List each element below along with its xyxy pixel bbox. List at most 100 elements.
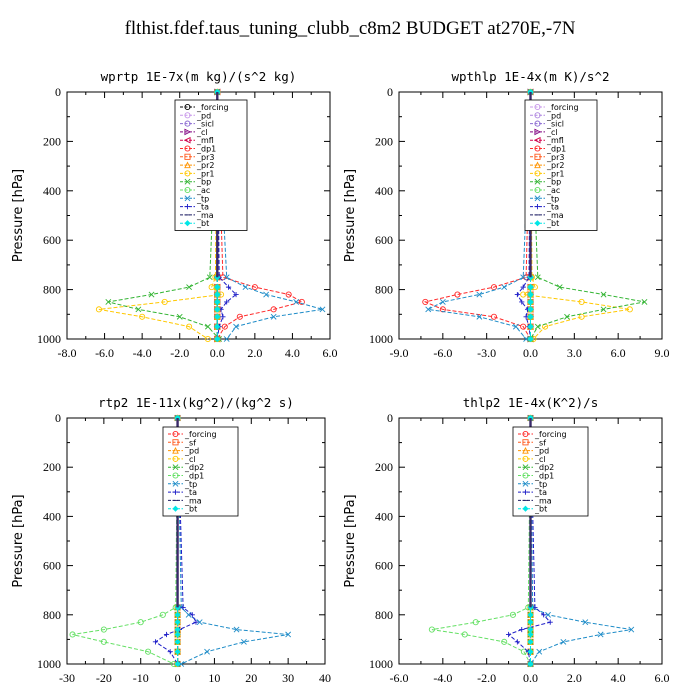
legend-marker-bp <box>184 178 191 185</box>
data-point <box>137 619 144 626</box>
legend-marker-bt <box>522 505 529 512</box>
data-point <box>152 639 159 645</box>
legend-marker-cl <box>172 455 179 462</box>
legend-label-pr1: _pr1 <box>196 169 214 178</box>
legend-marker-forcing <box>172 430 179 438</box>
legend: _forcing_pd_sicl_cl_mfl_dp1_pr3_pr2_pr1_… <box>524 99 598 231</box>
legend: _forcing_sf_pd_cl_dp2_dp1_tp_ta_ma_bt <box>162 426 239 517</box>
series-markers-tp <box>425 89 534 342</box>
series-line-dp1 <box>423 91 531 340</box>
panel-title: wpthlp 1E-4x(m K)/s^2 <box>451 69 609 84</box>
y-tick-label: 1000 <box>37 332 61 346</box>
legend-label-forcing: _forcing <box>534 430 567 439</box>
data-point <box>214 298 221 305</box>
legend-marker-sicl <box>534 120 541 127</box>
legend-marker-pr1 <box>534 170 541 177</box>
series-line-ta <box>516 91 531 340</box>
x-tick-label: -9.0 <box>390 346 409 360</box>
data-point <box>527 604 534 611</box>
data-point <box>186 284 193 291</box>
data-point <box>501 284 508 291</box>
legend-marker-ta <box>534 204 541 210</box>
legend-marker-dp1 <box>184 145 191 152</box>
legend: _forcing_sf_pd_cl_dp2_dp1_tp_ta_ma_bt <box>512 426 589 517</box>
legend-label-pd: _pd <box>184 447 199 456</box>
data-point <box>233 291 239 298</box>
data-point <box>422 298 429 305</box>
data-point <box>214 323 221 330</box>
legend-label-ta: _ta <box>196 203 209 212</box>
data-point <box>214 284 221 291</box>
x-tick-label: -10 <box>133 671 149 685</box>
data-point <box>251 284 258 291</box>
y-tick-label: 800 <box>43 608 61 622</box>
legend-label-ma: _ma <box>546 211 564 220</box>
legend-label-pd: _pd <box>546 111 561 120</box>
legend-label-ma: _ma <box>534 496 552 505</box>
legend-marker-pd <box>522 446 529 454</box>
y-tick-label: 400 <box>43 184 61 198</box>
data-point <box>145 648 152 655</box>
series-line-tp <box>426 91 531 340</box>
y-tick-label: 600 <box>43 233 61 247</box>
series-line-dp1 <box>431 417 531 665</box>
legend-marker-ta <box>522 489 529 495</box>
x-tick-label: -2.0 <box>170 346 189 360</box>
data-point <box>626 306 633 313</box>
series-line-ta <box>216 91 237 340</box>
x-tick-label: 0.0 <box>523 671 538 685</box>
data-point <box>223 274 230 281</box>
data-point <box>527 306 534 313</box>
data-point <box>520 284 526 290</box>
data-point <box>233 626 240 633</box>
data-point <box>545 611 551 618</box>
y-tick-label: 400 <box>375 509 393 523</box>
legend-marker-mfl <box>533 136 541 144</box>
legend-label-pd: _pd <box>196 111 211 120</box>
data-point <box>527 638 534 645</box>
data-point <box>578 313 585 320</box>
legend-marker-cl <box>534 128 542 136</box>
legend-marker-pr3 <box>184 153 191 160</box>
y-tick-label: 200 <box>375 134 393 148</box>
legend-marker-bt <box>534 220 541 227</box>
legend-label-pr1: _pr1 <box>546 169 564 178</box>
x-tick-label: -30 <box>59 671 75 685</box>
data-point <box>240 638 247 645</box>
series-line-dp1 <box>72 417 179 665</box>
data-point <box>512 323 519 330</box>
legend-marker-sf <box>172 439 179 446</box>
data-point <box>520 291 527 298</box>
data-point <box>196 619 203 626</box>
legend-marker-tp <box>172 480 179 487</box>
legend-label-forcing: _forcing <box>546 103 579 112</box>
x-tick-label: -4.0 <box>133 346 152 360</box>
x-tick-label: 40 <box>319 671 331 685</box>
data-point <box>95 306 102 313</box>
y-tick-label: 0 <box>387 411 393 425</box>
data-point <box>600 291 607 298</box>
data-point <box>214 313 221 320</box>
data-point <box>527 611 534 618</box>
data-point <box>186 323 193 330</box>
legend-marker-cl <box>184 128 192 136</box>
data-point <box>501 638 508 645</box>
legend-marker-pr2 <box>534 161 541 169</box>
data-point <box>100 626 107 633</box>
series-markers-bt <box>527 88 534 343</box>
data-point <box>167 649 173 655</box>
series-markers-bp <box>105 89 223 342</box>
data-point <box>523 336 530 342</box>
y-axis-label: Pressure [hPa] <box>11 169 26 262</box>
data-point <box>527 323 534 330</box>
series-markers-bt <box>527 414 534 668</box>
legend-label-ma: _ma <box>196 211 214 220</box>
data-point <box>105 299 112 305</box>
panel-wprtp: wprtp 1E-7x(m kg)/(s^2 kg) -8.0 -6.0 -4.0 -2… <box>11 69 338 360</box>
data-point <box>527 313 534 320</box>
legend-marker-forcing <box>534 103 541 111</box>
y-tick-label: 200 <box>43 134 61 148</box>
panel-title: wprtp 1E-7x(m kg)/(s^2 kg) <box>101 69 297 84</box>
data-point <box>285 291 292 298</box>
data-point <box>206 274 213 281</box>
